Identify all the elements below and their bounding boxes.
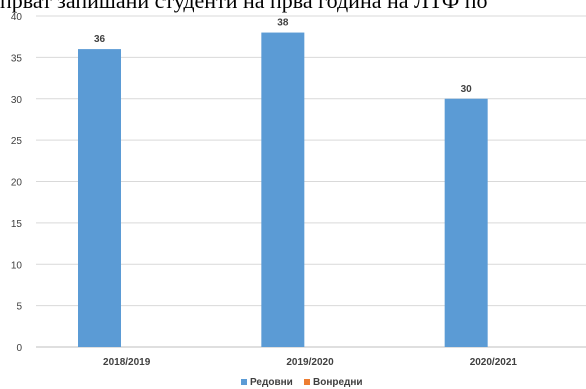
chart-title: прват запишани студенти на прва година н…: [0, 0, 488, 13]
legend-swatch: [304, 379, 310, 385]
x-tick-label: 2018/2019: [103, 357, 151, 368]
legend-swatch: [241, 379, 247, 385]
y-tick-label: 20: [11, 178, 23, 189]
data-label: 30: [461, 84, 473, 95]
bar: [261, 32, 305, 348]
y-tick-label: 35: [11, 53, 23, 64]
y-tick-label: 10: [11, 260, 23, 271]
y-axis-ticks: 0 5 10 15 20 25 30 35 40: [11, 12, 23, 354]
legend-label: Вонредни: [313, 377, 363, 388]
data-label: 38: [277, 18, 289, 29]
x-axis-labels: 2018/2019 2019/2020 2020/2021: [103, 357, 517, 368]
bars: 36 38 30: [78, 18, 488, 348]
y-tick-label: 5: [16, 302, 22, 313]
legend-label: Редовни: [250, 377, 293, 388]
gridlines: [36, 15, 586, 348]
x-tick-label: 2020/2021: [470, 357, 518, 368]
bar: [78, 49, 121, 347]
y-tick-label: 15: [11, 219, 23, 230]
legend: Редовни Вонредни: [241, 377, 363, 388]
data-label: 36: [94, 34, 106, 45]
y-tick-label: 40: [11, 12, 23, 23]
y-tick-label: 25: [11, 136, 23, 147]
x-tick-label: 2019/2020: [286, 357, 334, 368]
y-tick-label: 0: [16, 343, 22, 354]
bar: [444, 98, 488, 347]
y-tick-label: 30: [11, 95, 23, 106]
